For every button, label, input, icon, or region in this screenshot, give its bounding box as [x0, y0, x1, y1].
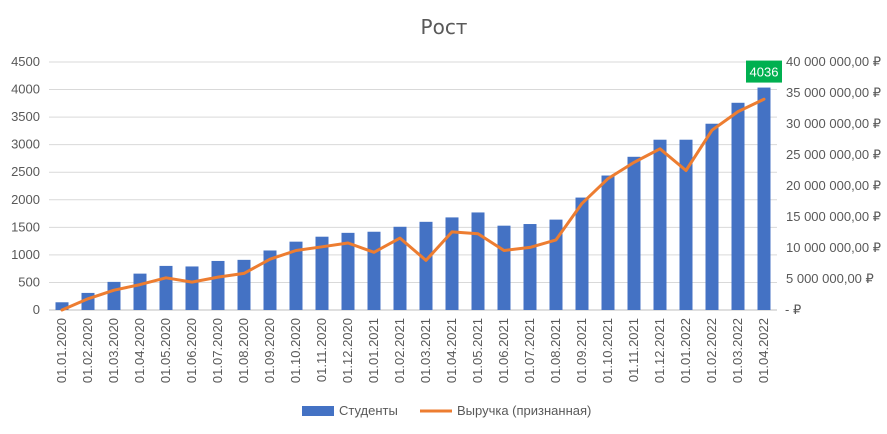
bar — [133, 273, 147, 310]
right-axis-tick-label: 20 000 000,00 ₽ — [786, 178, 881, 193]
bar — [107, 281, 121, 310]
right-axis-ticks: - ₽ 5 000 000,00 ₽ 10 000 000,00 ₽ 15 000 0… — [785, 54, 881, 317]
line-series — [60, 97, 766, 312]
bar — [393, 226, 407, 310]
left-axis-tick-label: 500 — [18, 274, 40, 289]
left-axis-tick-label: 2500 — [11, 164, 40, 179]
right-axis-tick-label: 10 000 000,00 ₽ — [786, 240, 881, 255]
x-axis-tick-label: 01.05.2020 — [158, 318, 173, 383]
last-value-callout: 4036 — [746, 60, 782, 83]
bar — [341, 232, 355, 310]
legend-label-revenue: Выручка (признанная) — [457, 403, 591, 418]
legend-bar-swatch — [302, 406, 334, 416]
x-axis-tick-label: 01.09.2021 — [574, 318, 589, 383]
right-axis-tick-label: 15 000 000,00 ₽ — [786, 209, 881, 224]
legend: Студенты Выручка (признанная) — [302, 403, 591, 418]
bar — [445, 217, 459, 310]
x-axis-tick-label: 01.12.2020 — [340, 318, 355, 383]
bar — [211, 260, 225, 310]
x-axis-tick-label: 01.03.2021 — [418, 318, 433, 383]
right-axis-tick-label: 40 000 000,00 ₽ — [786, 54, 881, 69]
bar — [419, 221, 433, 310]
left-axis-tick-label: 3500 — [11, 109, 40, 124]
x-axis-tick-label: 01.04.2021 — [444, 318, 459, 383]
right-axis-tick-label: 5 000 000,00 ₽ — [786, 271, 874, 286]
x-axis-tick-label: 01.01.2022 — [678, 318, 693, 383]
grid-lines — [49, 61, 777, 311]
x-axis-tick-label: 01.04.2022 — [756, 318, 771, 383]
bar — [315, 236, 329, 310]
bar — [731, 102, 745, 310]
x-axis-tick-label: 01.09.2020 — [262, 318, 277, 383]
x-axis-tick-label: 01.08.2020 — [236, 318, 251, 383]
right-axis-tick-label: 30 000 000,00 ₽ — [786, 116, 881, 131]
x-axis-tick-label: 01.01.2020 — [54, 318, 69, 383]
bar — [653, 139, 667, 310]
x-axis-tick-label: 01.02.2020 — [80, 318, 95, 383]
bar-series — [55, 87, 771, 310]
left-axis-tick-label: 4000 — [11, 82, 40, 97]
chart-title: Рост — [421, 15, 468, 39]
x-axis-tick-label: 01.06.2021 — [496, 318, 511, 383]
left-axis-tick-label: 4500 — [11, 54, 40, 69]
right-axis-tick-label: - ₽ — [785, 302, 801, 317]
bar — [705, 123, 719, 310]
left-axis-tick-label: 1500 — [11, 219, 40, 234]
bar — [497, 225, 511, 310]
callout-label: 4036 — [750, 65, 779, 80]
bar — [237, 259, 251, 310]
legend-label-students: Студенты — [339, 403, 398, 418]
bar — [263, 250, 277, 310]
x-axis-tick-label: 01.11.2020 — [314, 318, 329, 382]
x-axis-tick-label: 01.03.2022 — [730, 318, 745, 383]
x-axis-tick-label: 01.02.2021 — [392, 318, 407, 383]
right-axis-tick-label: 25 000 000,00 ₽ — [786, 147, 881, 162]
x-axis-tick-label: 01.10.2020 — [288, 318, 303, 383]
x-axis-tick-label: 01.07.2021 — [522, 318, 537, 383]
left-axis-tick-label: 1000 — [11, 247, 40, 262]
bar — [471, 212, 485, 310]
bar — [185, 266, 199, 310]
x-axis-tick-label: 01.04.2020 — [132, 318, 147, 383]
bar — [757, 87, 771, 310]
bar — [55, 302, 69, 310]
x-axis-tick-label: 01.12.2021 — [652, 318, 667, 383]
left-axis-ticks: 0 500 1000 1500 2000 2500 3000 3500 4000 4500 — [11, 54, 40, 317]
bar — [679, 139, 693, 310]
bar — [159, 265, 173, 310]
bar — [523, 224, 537, 310]
x-axis-ticks: 01.01.2020 01.02.2020 01.03.2020 01.04.2020… — [54, 318, 771, 383]
bar — [627, 156, 641, 310]
bar — [367, 231, 381, 310]
x-axis-tick-label: 01.03.2020 — [106, 318, 121, 383]
left-axis-tick-label: 3000 — [11, 137, 40, 152]
x-axis-tick-label: 01.08.2021 — [548, 318, 563, 383]
right-axis-tick-label: 35 000 000,00 ₽ — [786, 85, 881, 100]
x-axis-tick-label: 01.02.2022 — [704, 318, 719, 383]
left-axis-tick-label: 0 — [33, 302, 40, 317]
x-axis-tick-label: 01.05.2021 — [470, 318, 485, 383]
bar — [289, 241, 303, 310]
bar — [601, 175, 615, 310]
x-axis-tick-label: 01.11.2021 — [626, 318, 641, 382]
callout-box — [746, 60, 782, 83]
x-axis-tick-label: 01.10.2021 — [600, 318, 615, 383]
bar — [575, 197, 589, 310]
x-axis-tick-label: 01.07.2020 — [210, 318, 225, 383]
x-axis-tick-label: 01.01.2021 — [366, 318, 381, 383]
x-axis-tick-label: 01.06.2020 — [184, 318, 199, 383]
left-axis-tick-label: 2000 — [11, 192, 40, 207]
revenue-line — [60, 97, 766, 312]
